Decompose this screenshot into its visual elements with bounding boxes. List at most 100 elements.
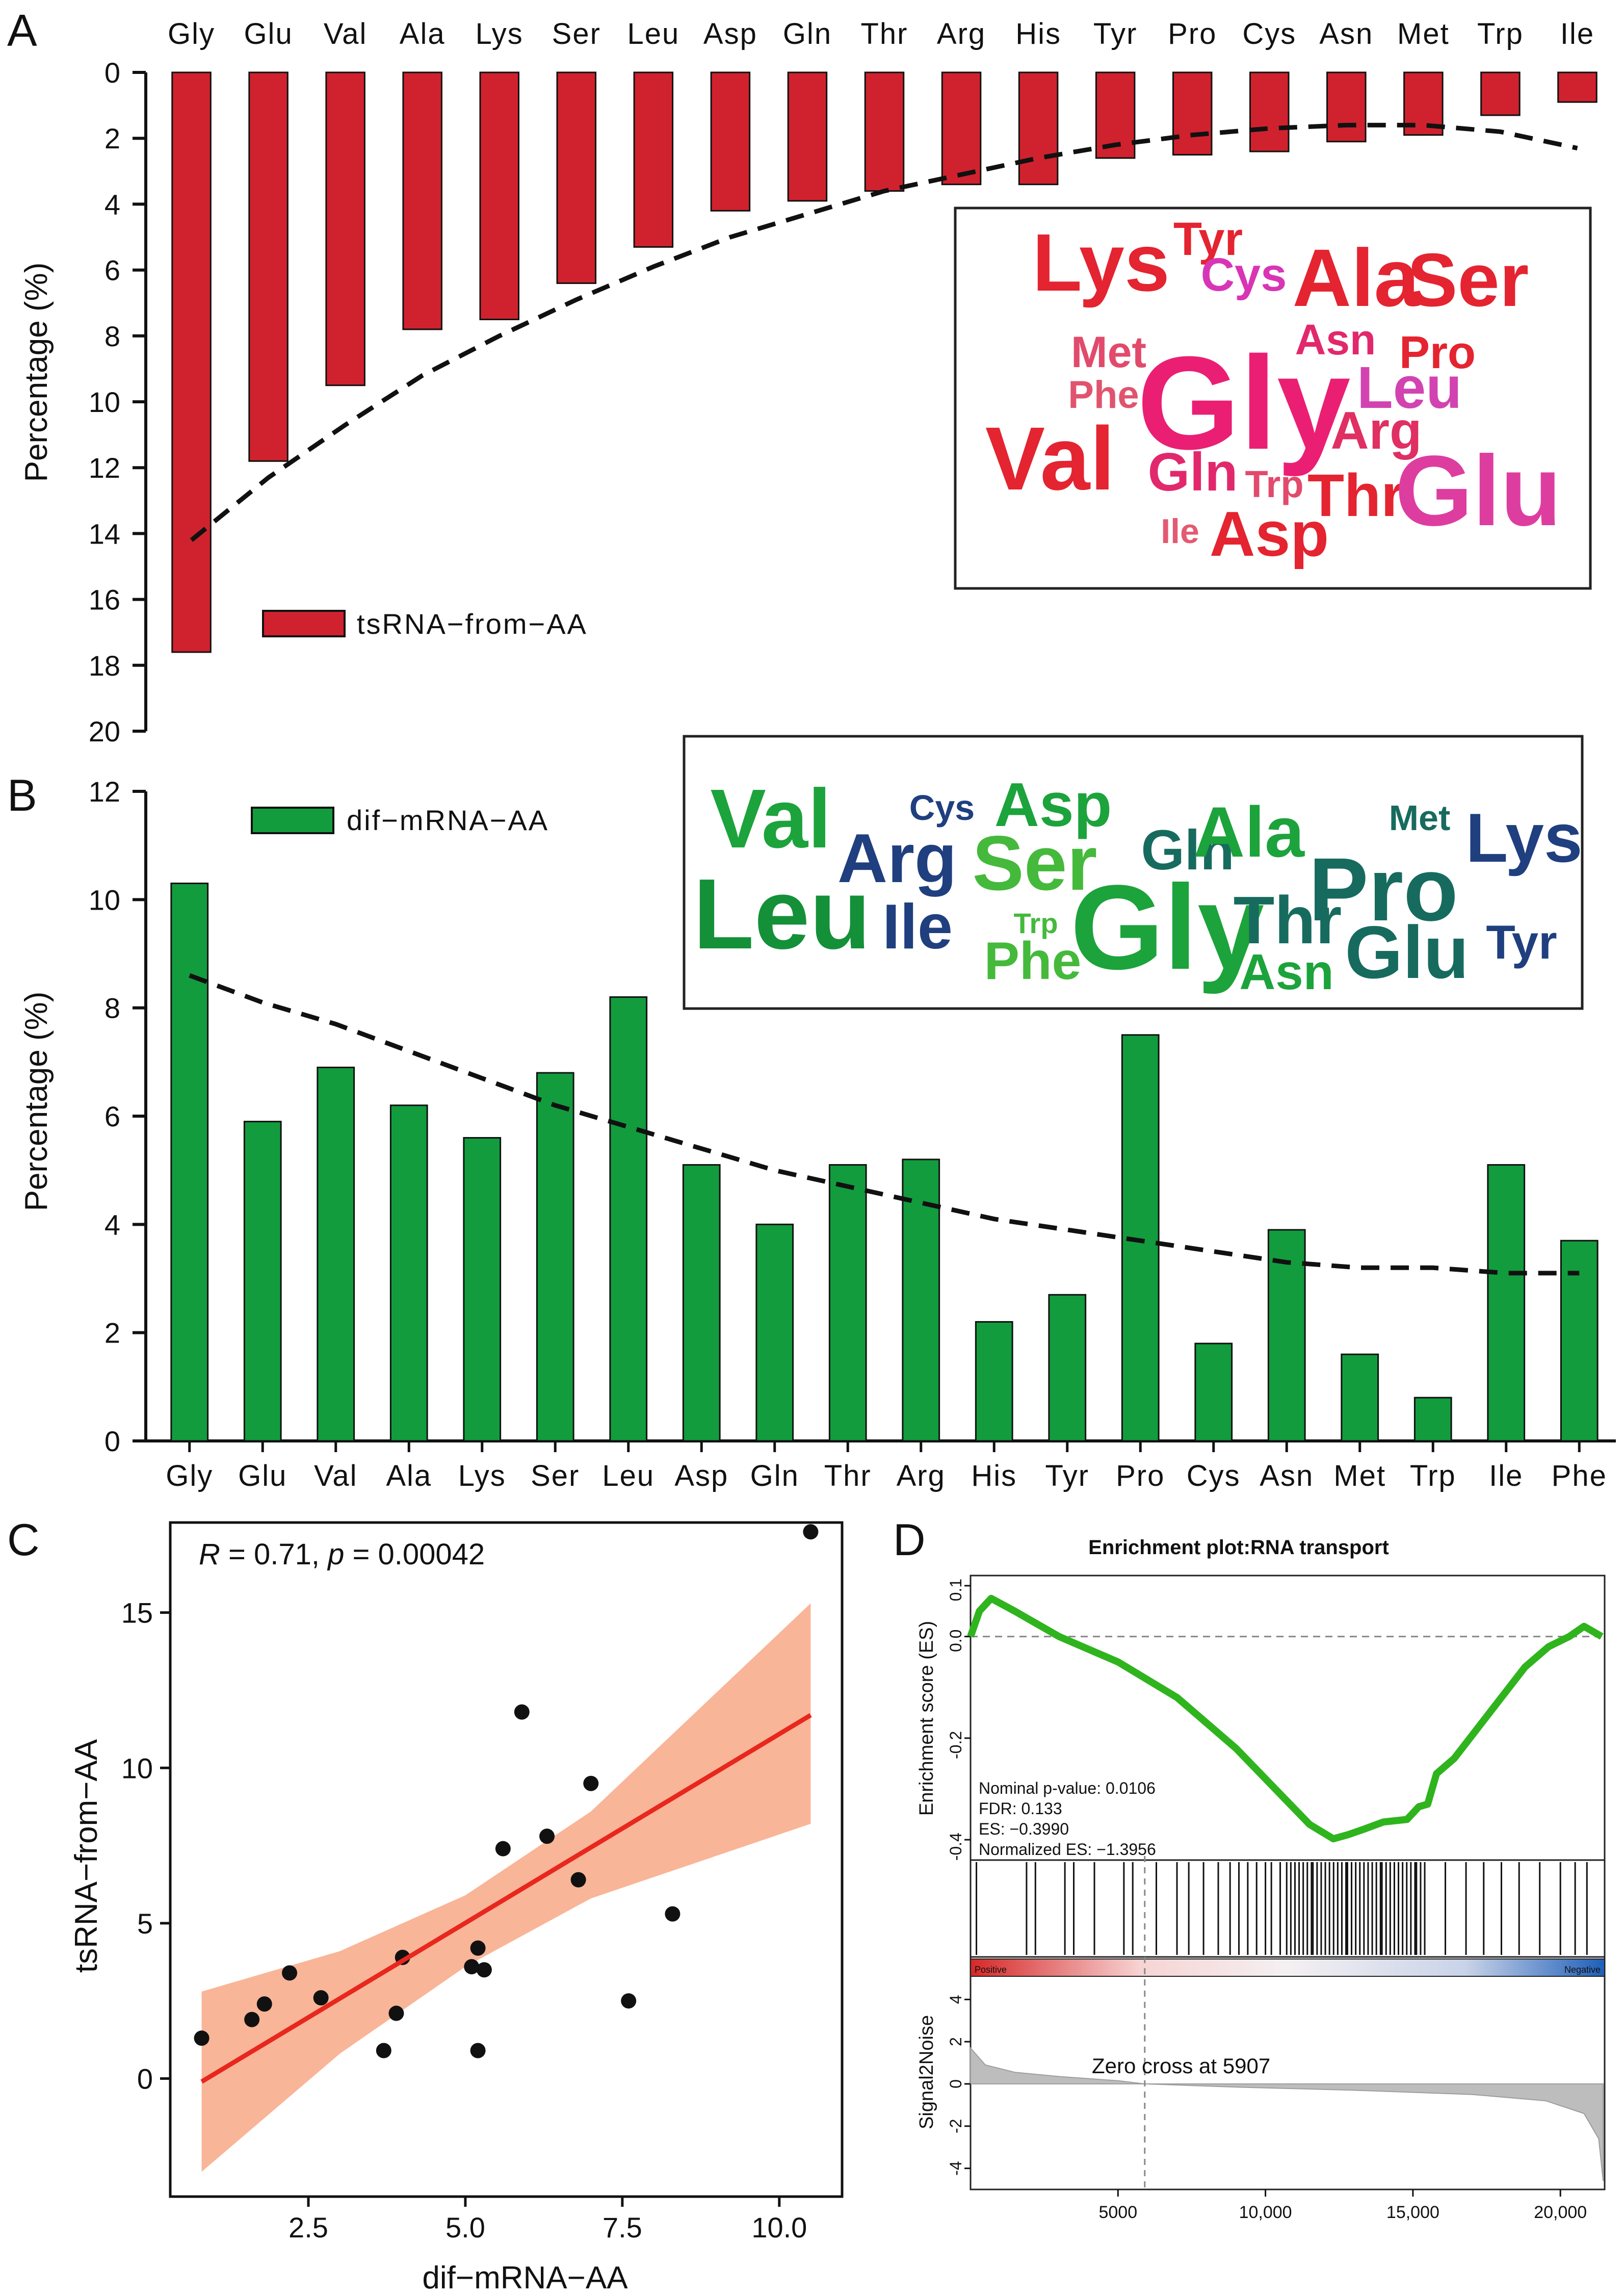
panel-b-ytick-label: 10 bbox=[89, 884, 120, 916]
wordcloud-a-word: Pro bbox=[1399, 327, 1476, 378]
panel-a-category-label: Lys bbox=[476, 17, 523, 50]
gsea-es-ytick-label: 0.0 bbox=[947, 1630, 965, 1652]
panel-b-bar bbox=[389, 1104, 428, 1442]
panel-a-bar bbox=[941, 71, 982, 186]
wordcloud-a-word: Tyr bbox=[1173, 213, 1243, 265]
panel-a-chart: Percentage (%) Gly Glu Val Ala Lys Ser Leu Asp G… bbox=[19, 17, 1597, 747]
panel-b-ylabel: Percentage (%) bbox=[19, 992, 54, 1211]
panel-b-legend-swatch bbox=[251, 807, 334, 834]
wordcloud-a-word: Ala bbox=[1293, 232, 1420, 323]
panel-c-point bbox=[476, 1962, 492, 1978]
panel-c-xlabel: dif−mRNA−AA bbox=[422, 2260, 628, 2295]
wordcloud-b-word: Asn bbox=[1239, 944, 1333, 1000]
panel-b-category-label: His bbox=[971, 1459, 1017, 1492]
panel-a-bar bbox=[633, 71, 674, 248]
panel-c-ytick-label: 5 bbox=[137, 1907, 153, 1940]
panel-a-ytick-label: 0 bbox=[104, 57, 120, 89]
panel-b-bar bbox=[463, 1137, 502, 1442]
panel-c-point bbox=[470, 1940, 486, 1956]
panel-c-point bbox=[514, 1704, 530, 1720]
panel-a-category-label: Ile bbox=[1560, 17, 1594, 50]
panel-a-bar bbox=[248, 71, 289, 462]
gsea-xtick-label: 15,000 bbox=[1386, 2203, 1439, 2222]
wordcloud-a-word: Lys bbox=[1032, 217, 1170, 308]
wordcloud-a-word: Glu bbox=[1395, 435, 1562, 547]
panel-b-bar bbox=[1194, 1343, 1233, 1442]
panel-a-category-label: Glu bbox=[244, 17, 293, 50]
panel-c-plot-frame bbox=[169, 1521, 844, 2198]
gsea-es-ytick-label: -0.4 bbox=[947, 1833, 965, 1861]
panel-c-point bbox=[495, 1841, 511, 1856]
panel-a-category-label: Asp bbox=[703, 17, 757, 50]
panel-b-category-label: Ser bbox=[531, 1459, 580, 1492]
panel-b-ytick-label: 0 bbox=[104, 1425, 120, 1457]
wordcloud-b-word: Phe bbox=[984, 932, 1082, 991]
panel-b-category-label: Ala bbox=[386, 1459, 432, 1492]
panel-b-bar bbox=[1487, 1164, 1526, 1442]
panel-c-xtick-label: 5.0 bbox=[446, 2211, 485, 2244]
panel-b-bar bbox=[828, 1164, 867, 1442]
wordcloud-a-frame bbox=[954, 207, 1592, 590]
wordcloud-a-word: Thr bbox=[1307, 462, 1404, 529]
gsea-snr-ytick-label: 4 bbox=[947, 1995, 965, 2004]
panel-b-category-label: Met bbox=[1333, 1459, 1386, 1492]
panel-c-ytick-label: 10 bbox=[121, 1752, 153, 1784]
panel-c-point bbox=[256, 1996, 272, 2012]
gsea-snr-ytick-label: -2 bbox=[947, 2119, 965, 2133]
panel-a-bar bbox=[1249, 71, 1290, 152]
gsea-xtick-label: 10,000 bbox=[1239, 2203, 1292, 2222]
panel-a-category-label: Arg bbox=[937, 17, 986, 50]
panel-a-bar bbox=[1172, 71, 1213, 156]
panel-a-ytick-label: 4 bbox=[104, 188, 120, 220]
gsea-es-curve bbox=[967, 1594, 1604, 1843]
panel-c-xtick-label: 2.5 bbox=[289, 2211, 328, 2244]
wordcloud-b-word: Met bbox=[1389, 798, 1451, 838]
gsea-nominal-p: Nominal p-value: 0.0106 bbox=[979, 1779, 1156, 1797]
panel-a-category-label: Ser bbox=[552, 17, 601, 50]
panel-c-point bbox=[282, 1965, 298, 1981]
panel-b-category-label: Asn bbox=[1260, 1459, 1314, 1492]
panel-a-ytick-label: 2 bbox=[104, 122, 120, 154]
wordcloud-a-word: Met bbox=[1071, 328, 1146, 377]
wordcloud-a-word: Gln bbox=[1148, 442, 1238, 502]
gsea-es-ytick-label: 0.1 bbox=[947, 1579, 965, 1601]
panel-b-bar bbox=[1267, 1229, 1306, 1442]
panel-a-legend-swatch bbox=[262, 610, 346, 637]
panel-letter-b: B bbox=[7, 770, 37, 820]
wordcloud-b-word: Val bbox=[710, 772, 831, 865]
panel-c-point bbox=[470, 2043, 486, 2058]
panel-a-ytick-label: 6 bbox=[104, 254, 120, 287]
panel-c-fit-line bbox=[200, 1713, 812, 2084]
panel-letter-d: D bbox=[893, 1514, 926, 1565]
panel-c-point bbox=[539, 1828, 555, 1844]
wordcloud-a-word: Asp bbox=[1210, 499, 1329, 570]
panel-a-ytick-label: 16 bbox=[89, 584, 120, 616]
panel-b-category-label: Gly bbox=[166, 1459, 213, 1492]
wordcloud-a-word: Cys bbox=[1201, 249, 1287, 301]
panel-a-bar bbox=[1557, 71, 1597, 103]
panel-a-category-label: Gly bbox=[168, 17, 215, 50]
wordcloud-b-word: Glu bbox=[1345, 911, 1469, 994]
panel-a-ytick-label: 8 bbox=[104, 320, 120, 352]
panel-b-category-label: Glu bbox=[238, 1459, 287, 1492]
wordcloud-a-word: Asn bbox=[1295, 316, 1376, 364]
panel-c-xtick-label: 7.5 bbox=[603, 2211, 642, 2244]
wordcloud-b-word: Cys bbox=[909, 788, 975, 828]
panel-a-ylabel: Percentage (%) bbox=[19, 263, 54, 482]
gsea-es-ytick-label: -0.2 bbox=[947, 1731, 965, 1759]
gsea-ranked-metric-area bbox=[970, 2046, 1604, 2181]
panel-c-confidence-band bbox=[201, 1603, 811, 2172]
panel-c-point bbox=[244, 2012, 260, 2027]
panel-c-ytick-label: 15 bbox=[121, 1597, 153, 1629]
panel-b-bar bbox=[536, 1072, 574, 1442]
wordcloud-b-word: Gly bbox=[1070, 860, 1264, 995]
panel-c-point bbox=[464, 1959, 480, 1975]
panel-c-ytick-label: 0 bbox=[137, 2062, 153, 2095]
wordcloud-a-word: Arg bbox=[1330, 401, 1422, 460]
gsea-zero-cross: Zero cross at 5907 bbox=[1092, 2054, 1270, 2078]
panel-c-point bbox=[621, 1993, 637, 2009]
panel-b-category-label: Trp bbox=[1410, 1459, 1456, 1492]
panel-b-ytick-label: 2 bbox=[104, 1317, 120, 1349]
wordcloud-b-word: Gln bbox=[1141, 819, 1234, 882]
wordcloud-a-word: Ile bbox=[1161, 512, 1199, 551]
